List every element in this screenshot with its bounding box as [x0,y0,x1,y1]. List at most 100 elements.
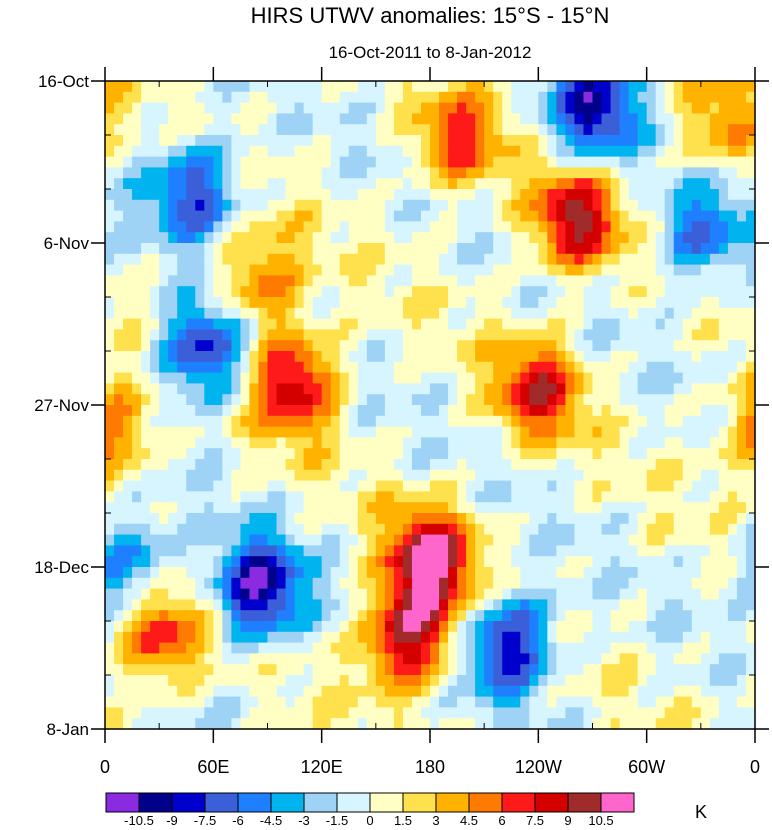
anomaly-cell [709,156,720,168]
anomaly-cell [601,210,612,222]
anomaly-cell [105,642,115,654]
anomaly-cell [628,642,639,654]
anomaly-cell [150,264,160,276]
anomaly-cell [393,556,404,568]
anomaly-cell [520,405,530,417]
anomaly-cell [547,577,557,590]
anomaly-cell [267,340,278,352]
anomaly-cell [357,426,368,438]
anomaly-cell [493,599,503,611]
anomaly-cell [547,610,557,622]
anomaly-cell [357,707,368,719]
anomaly-cell [276,621,287,633]
anomaly-cell [240,167,251,179]
anomaly-cell [150,351,160,363]
anomaly-cell [709,685,720,698]
anomaly-cell [384,567,395,579]
anomaly-cell [439,577,449,590]
anomaly-cell [366,199,377,212]
anomaly-cell [195,232,205,244]
anomaly-cell [366,631,377,644]
anomaly-cell [357,675,368,687]
anomaly-cell [466,102,476,114]
anomaly-cell [493,318,503,330]
anomaly-cell [348,545,359,557]
anomaly-cell [276,394,287,406]
anomaly-cell [718,394,729,406]
anomaly-cell [393,329,404,341]
anomaly-cell [267,372,278,384]
anomaly-cell [502,707,512,719]
anomaly-cell [547,286,557,298]
anomaly-cell [682,513,693,525]
anomaly-cell [574,383,585,395]
anomaly-cell [718,534,729,546]
anomaly-cell [375,199,386,212]
anomaly-cell [709,426,720,438]
anomaly-cell [610,610,621,622]
anomaly-cell [637,145,648,158]
anomaly-cell [339,405,350,417]
anomaly-cell [213,113,223,125]
anomaly-cell [574,297,585,309]
anomaly-cell [348,243,359,255]
anomaly-cell [682,459,693,471]
anomaly-cell [150,178,160,190]
colorbar-swatch [336,792,371,813]
anomaly-cell [538,642,548,654]
anomaly-cell [276,523,287,536]
anomaly-cell [231,189,242,201]
anomaly-cell [691,718,702,730]
anomaly-cell [411,556,422,568]
anomaly-cell [520,696,530,708]
anomaly-cell [655,221,666,233]
anomaly-cell [285,415,296,428]
anomaly-cell [312,383,323,395]
anomaly-cell [637,253,648,266]
anomaly-cell [565,642,576,654]
anomaly-cell [420,642,431,654]
anomaly-cell [493,210,503,222]
anomaly-cell [141,275,151,287]
anomaly-cell [493,577,503,590]
anomaly-cell [114,361,124,374]
anomaly-cell [502,264,512,276]
anomaly-cell [664,426,675,438]
anomaly-cell [204,167,214,179]
anomaly-cell [348,610,359,622]
anomaly-cell [132,372,142,384]
anomaly-cell [619,145,630,158]
anomaly-cell [114,567,124,579]
anomaly-cell [249,685,260,698]
anomaly-cell [240,361,251,374]
anomaly-cell [249,264,260,276]
anomaly-cell [619,405,630,417]
anomaly-cell [105,491,115,503]
anomaly-cell [249,199,260,212]
anomaly-cell [222,437,232,449]
anomaly-cell [366,178,377,190]
anomaly-cell [411,664,422,676]
anomaly-cell [538,113,548,125]
anomaly-cell [538,372,548,384]
anomaly-cell [592,675,603,687]
anomaly-cell [393,642,404,654]
anomaly-cell [150,610,160,622]
anomaly-cell [375,415,386,428]
anomaly-cell [231,383,242,395]
anomaly-cell [745,707,756,719]
anomaly-cell [727,167,738,179]
anomaly-cell [159,480,169,492]
anomaly-cell [637,621,648,633]
anomaly-cell [276,91,287,104]
anomaly-cell [294,405,305,417]
anomaly-cell [691,253,702,266]
anomaly-cell [529,545,539,557]
anomaly-cell [700,534,711,546]
anomaly-cell [430,275,440,287]
anomaly-cell [150,426,160,438]
anomaly-cell [637,469,648,482]
anomaly-cell [240,523,251,536]
anomaly-cell [177,307,187,320]
anomaly-cell [484,383,494,395]
